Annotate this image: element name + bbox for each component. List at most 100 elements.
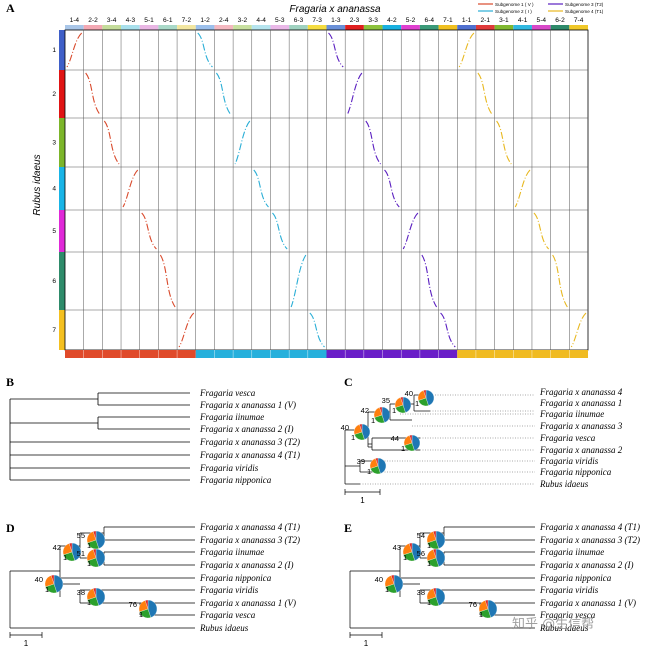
pie-slice [93,548,97,559]
column-color-bar [102,25,122,30]
node-support-bottom: 1 [427,598,431,607]
node-support-bottom: 1 [392,406,396,415]
panel-e-label: E [344,521,352,535]
node-support-top: 43 [393,543,401,552]
node-pie-chart [373,406,391,424]
column-label: 4-4 [256,17,266,24]
node-support-top: 35 [382,396,390,405]
column-color-bar [326,25,346,30]
node-support-bottom: 1 [427,559,431,568]
column-color-bar [345,25,364,30]
node-support-top: 40 [405,389,413,398]
column-label: 7-3 [312,17,322,24]
pie-slice [359,423,363,433]
node-support-top: 44 [391,434,399,443]
taxon-label: Fragaria x ananassa 3 [539,421,623,431]
node-support-bottom: 1 [45,585,49,594]
pie-slice [375,457,379,467]
pie-slice [361,423,371,440]
taxon-label: Fragaria x ananassa 3 (T2) [539,535,640,545]
taxon-label: Fragaria nipponica [199,475,272,485]
pie-slice [379,406,383,416]
panel-a-y-title: Rubus idaeus [32,154,43,215]
taxon-label: Fragaria x ananassa 1 (V) [539,598,636,608]
node-pie-chart [426,587,446,607]
column-label: 7-4 [574,17,584,24]
subgenome-bar [457,350,588,358]
synteny-block [421,254,438,308]
panel-a-title: Fragaria x ananassa [289,4,381,15]
node-pie-chart [403,434,421,452]
taxon-label: Fragaria iinumae [539,547,604,557]
row-color-bar [59,252,65,310]
column-label: 4-3 [126,17,136,24]
legend-label: Subgenome 2 ( I ) [495,9,532,14]
pie-slice [400,396,404,406]
taxon-label: Fragaria vesca [539,610,596,620]
node-support-bottom: 1 [403,553,407,562]
panel-c-label: C [344,375,353,389]
column-label: 4-1 [518,17,528,24]
row-label: 4 [52,186,56,193]
taxon-label: Fragaria x ananassa 2 (I) [199,560,294,570]
taxon-label: Fragaria x ananassa 3 (T2) [199,437,300,447]
taxon-label: Fragaria vesca [199,610,256,620]
column-color-bar [251,25,271,30]
node-support-top: 76 [129,600,137,609]
column-color-bar [195,25,215,30]
pie-slice [485,599,489,610]
column-color-bar [270,25,290,30]
column-label: 2-1 [481,17,491,24]
node-support-top: 55 [77,531,85,540]
column-color-bar [177,25,196,30]
panel-b-label: B [6,375,14,389]
synteny-block [178,312,195,348]
synteny-block [253,169,269,208]
taxon-label: Fragaria nipponica [199,573,272,583]
synteny-block [496,120,512,165]
column-color-bar [158,25,178,30]
node-pie-chart [44,574,64,594]
taxon-label: Rubus idaeus [539,623,589,633]
pie-slice [93,587,97,598]
synteny-block [85,72,101,116]
column-label: 5-4 [537,17,547,24]
synteny-block [290,254,307,308]
column-color-bar [419,25,439,30]
node-support-top: 39 [357,457,365,466]
scale-bar-label: 1 [364,639,369,648]
node-support-top: 38 [417,588,425,597]
synteny-block [309,312,325,348]
row-color-bar [59,167,65,210]
row-color-bar [59,210,65,252]
row-color-bar [59,70,65,118]
taxon-label: Fragaria x ananassa 1 [539,398,622,408]
pie-slice [423,389,427,399]
column-color-bar [513,25,532,30]
column-label: 2-4 [219,17,229,24]
column-label: 4-2 [387,17,397,24]
watermark: 知乎 @生信帮 [512,616,594,632]
column-color-bar [289,25,308,30]
row-label: 6 [52,278,56,285]
node-support-bottom: 1 [87,541,91,550]
synteny-block [122,169,139,208]
column-color-bar [214,25,234,30]
synteny-block [328,32,344,68]
column-color-bar [363,25,383,30]
synteny-block [440,312,456,348]
taxon-label: Rubus idaeus [199,623,249,633]
node-pie-chart [394,396,412,414]
column-label: 5-3 [275,17,285,24]
column-color-bar [457,25,476,30]
column-color-bar [233,25,252,30]
synteny-block [141,212,157,250]
row-label: 1 [52,47,56,54]
row-color-bar [59,30,65,70]
taxon-label: Fragaria x ananassa 4 (T1) [539,522,640,532]
node-support-bottom: 1 [385,585,389,594]
node-support-bottom: 1 [351,433,355,442]
node-pie-chart [384,574,404,594]
synteny-block [514,169,531,208]
